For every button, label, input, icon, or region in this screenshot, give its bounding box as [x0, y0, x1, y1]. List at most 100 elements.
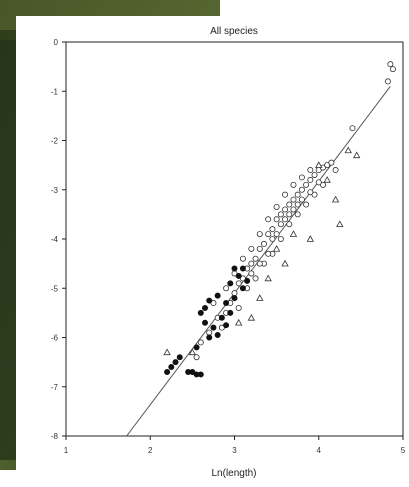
data-point — [231, 295, 238, 302]
data-point — [307, 189, 314, 196]
data-point — [286, 221, 293, 228]
data-point — [265, 231, 272, 238]
data-point — [331, 195, 340, 203]
data-point — [193, 344, 200, 351]
data-point — [172, 359, 179, 366]
data-point — [206, 334, 213, 341]
data-point — [311, 171, 318, 178]
data-point — [349, 125, 356, 132]
data-point — [265, 216, 272, 223]
data-point — [277, 211, 284, 218]
data-point — [248, 245, 255, 252]
data-point — [269, 235, 276, 242]
data-point — [298, 196, 305, 203]
y-tick-label: 0 — [54, 38, 59, 47]
data-point — [168, 364, 175, 371]
y-tick-label: -6 — [51, 334, 59, 343]
data-point — [336, 220, 344, 228]
x-axis: 1 2 3 4 5 — [64, 436, 406, 455]
data-point — [328, 159, 335, 166]
data-point — [206, 329, 213, 336]
data-point — [214, 332, 221, 339]
data-point — [344, 146, 352, 154]
data-point — [252, 255, 259, 262]
data-point — [163, 348, 171, 356]
data-points — [163, 61, 396, 378]
data-point — [290, 206, 297, 213]
x-tick-label: 1 — [64, 446, 69, 455]
data-point — [164, 368, 171, 375]
data-point — [239, 265, 246, 272]
data-point — [227, 280, 234, 287]
data-point — [223, 285, 230, 292]
data-point — [218, 314, 225, 321]
data-point — [235, 280, 242, 287]
data-point — [231, 265, 238, 272]
data-point — [248, 270, 255, 277]
data-point — [315, 161, 323, 168]
data-point — [387, 61, 394, 68]
data-point — [210, 324, 217, 331]
data-point — [282, 216, 289, 223]
data-point — [282, 191, 289, 198]
data-point — [290, 181, 297, 188]
data-point — [323, 176, 331, 183]
data-point — [202, 304, 209, 311]
data-point — [247, 313, 256, 321]
data-point — [290, 196, 297, 203]
data-point — [197, 339, 204, 346]
y-tick-label: -2 — [51, 137, 59, 146]
data-point — [256, 245, 263, 252]
data-point — [307, 176, 314, 183]
data-point — [188, 348, 197, 356]
data-point — [264, 274, 272, 282]
data-point — [303, 181, 310, 188]
y-tick-label: -8 — [51, 432, 59, 441]
data-point — [269, 226, 276, 233]
data-point — [273, 231, 280, 238]
data-point — [294, 191, 301, 198]
data-point — [256, 294, 264, 301]
data-point — [248, 260, 255, 267]
data-point — [298, 186, 305, 193]
data-point — [231, 290, 238, 297]
data-point — [281, 259, 289, 267]
x-axis-title: Ln(length) — [211, 468, 256, 479]
data-point — [384, 78, 391, 85]
data-point — [265, 250, 272, 257]
x-tick-label: 5 — [401, 446, 406, 455]
data-point — [239, 285, 246, 292]
y-tick-label: -3 — [51, 186, 59, 195]
data-point — [272, 245, 281, 252]
data-point — [315, 179, 322, 186]
data-point — [239, 255, 246, 262]
data-point — [289, 230, 298, 237]
x-tick-label: 4 — [317, 446, 322, 455]
data-point — [286, 201, 293, 208]
data-point — [256, 260, 263, 267]
data-point — [193, 354, 200, 361]
data-point — [332, 167, 339, 174]
y-tick-label: -1 — [51, 87, 59, 96]
data-point — [282, 206, 289, 213]
data-point — [223, 300, 230, 307]
data-point — [176, 354, 183, 361]
data-point — [252, 275, 259, 282]
data-point — [352, 151, 361, 159]
data-point — [294, 201, 301, 208]
data-point — [206, 297, 213, 304]
data-point — [298, 174, 305, 181]
data-point — [197, 309, 204, 316]
y-tick-label: -4 — [51, 235, 59, 244]
chart-title: All species — [210, 26, 258, 37]
data-point — [273, 203, 280, 210]
y-axis: 0 -1 -2 -3 -4 -5 -6 -7 -8 — [51, 38, 66, 441]
data-point — [273, 216, 280, 223]
data-point — [223, 322, 230, 329]
y-tick-label: -5 — [51, 284, 59, 293]
data-point — [260, 240, 267, 247]
plot-area — [65, 41, 404, 437]
data-point — [277, 221, 284, 228]
x-tick-label: 3 — [232, 446, 237, 455]
